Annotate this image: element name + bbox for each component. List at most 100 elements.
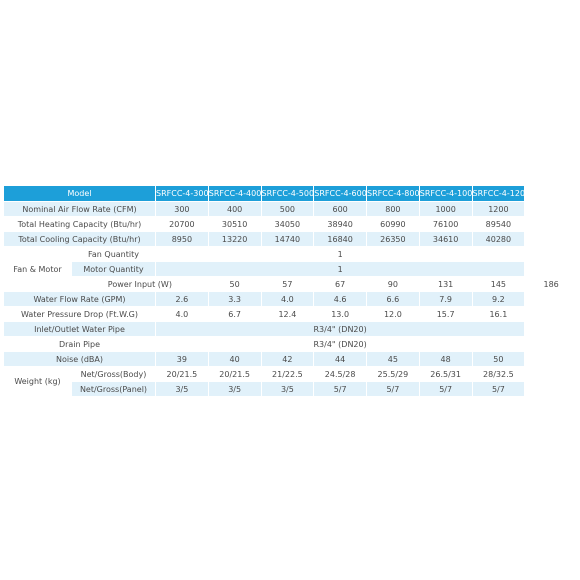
cell-value: 24.5/28 bbox=[313, 366, 367, 382]
row-label: Total Cooling Capacity (Btu/hr) bbox=[3, 231, 156, 247]
cell-value: 44 bbox=[313, 351, 367, 367]
row-label: Weight (kg) bbox=[3, 366, 72, 397]
row-label: 1 bbox=[154, 261, 526, 277]
table-row: Water Flow Rate (GPM) 2.6 3.3 4.0 4.6 6.6 7.9 9… bbox=[3, 291, 578, 307]
cell-value: 3/5 bbox=[155, 381, 209, 397]
cell-value: 5/7 bbox=[471, 381, 526, 397]
cell-value: 90 bbox=[366, 276, 420, 292]
cell-value: 30510 bbox=[207, 216, 262, 232]
model-header: SRFCC-4-1200 bbox=[471, 185, 526, 202]
cell-value: 76100 bbox=[418, 216, 473, 232]
cell-value: 5/7 bbox=[418, 381, 473, 397]
cell-value: 50 bbox=[471, 351, 526, 367]
cell-value: 42 bbox=[260, 351, 315, 367]
row-label: 1 bbox=[154, 246, 526, 262]
row-label: Net/Gross(Body) bbox=[71, 366, 156, 382]
cell-value: 21/22.5 bbox=[260, 366, 315, 382]
cell-value: 60990 bbox=[366, 216, 420, 232]
cell-value: 12.4 bbox=[260, 306, 315, 322]
cell-value: 3/5 bbox=[260, 381, 315, 397]
cell-value: 300 bbox=[155, 201, 209, 217]
row-label: Water Flow Rate (GPM) bbox=[3, 291, 156, 307]
model-header: SRFCC-4-400 bbox=[207, 185, 262, 202]
table-row: Weight (kg) Net/Gross(Body) 20/21.5 20/21.5… bbox=[3, 366, 578, 397]
row-label: Noise (dBA) bbox=[3, 351, 156, 367]
cell-value: 800 bbox=[366, 201, 420, 217]
row-label: Nominal Air Flow Rate (CFM) bbox=[3, 201, 156, 217]
cell-value: 50 bbox=[207, 276, 262, 292]
cell-value: 186 bbox=[524, 276, 578, 292]
cell-value: 34610 bbox=[418, 231, 473, 247]
cell-value: 400 bbox=[207, 201, 262, 217]
cell-value: 2.6 bbox=[155, 291, 209, 307]
row-label: R3/4" (DN20) bbox=[154, 336, 526, 352]
cell-value: 145 bbox=[471, 276, 526, 292]
row-label: Net/Gross(Panel) bbox=[71, 381, 156, 397]
cell-value: 8950 bbox=[155, 231, 209, 247]
row-label: Fan Quantity bbox=[71, 246, 156, 262]
row-label: Water Pressure Drop (Ft.W.G) bbox=[3, 306, 156, 322]
cell-value: 34050 bbox=[260, 216, 315, 232]
cell-value: 16.1 bbox=[471, 306, 526, 322]
cell-value: 3.3 bbox=[207, 291, 262, 307]
table-row: Noise (dBA) 39 40 42 44 45 48 50 bbox=[3, 351, 578, 367]
row-label: Total Heating Capacity (Btu/hr) bbox=[3, 216, 156, 232]
table-row: Total Cooling Capacity (Btu/hr) 8950 13220… bbox=[3, 231, 578, 247]
model-header: SRFCC-4-500 bbox=[260, 185, 315, 202]
cell-value: 13.0 bbox=[313, 306, 367, 322]
cell-value: 40 bbox=[207, 351, 262, 367]
cell-value: 89540 bbox=[471, 216, 526, 232]
cell-value: 40280 bbox=[471, 231, 526, 247]
cell-value: 4.0 bbox=[260, 291, 315, 307]
cell-value: 38940 bbox=[313, 216, 367, 232]
cell-value: 67 bbox=[313, 276, 367, 292]
cell-value: 9.2 bbox=[471, 291, 526, 307]
cell-value: 1000 bbox=[418, 201, 473, 217]
cell-value: 45 bbox=[366, 351, 420, 367]
cell-value: 1200 bbox=[471, 201, 526, 217]
cell-value: 48 bbox=[418, 351, 473, 367]
cell-value: 13220 bbox=[207, 231, 262, 247]
cell-value: 28/32.5 bbox=[471, 366, 526, 382]
cell-value: 15.7 bbox=[418, 306, 473, 322]
model-header: SRFCC-4-1000 bbox=[418, 185, 473, 202]
cell-value: 500 bbox=[260, 201, 315, 217]
table-row: Drain Pipe R3/4" (DN20) bbox=[3, 336, 578, 352]
cell-value: 57 bbox=[260, 276, 315, 292]
row-label: Fan & Motor bbox=[3, 246, 72, 292]
cell-value: 4.6 bbox=[313, 291, 367, 307]
row-label: Power Input (W) bbox=[71, 276, 209, 292]
cell-value: 3/5 bbox=[207, 381, 262, 397]
cell-value: 5/7 bbox=[366, 381, 420, 397]
cell-value: 20/21.5 bbox=[207, 366, 262, 382]
table-row: Total Heating Capacity (Btu/hr) 20700 3051… bbox=[3, 216, 578, 232]
cell-value: 16840 bbox=[313, 231, 367, 247]
row-label: Inlet/Outlet Water Pipe bbox=[3, 321, 156, 337]
cell-value: 131 bbox=[418, 276, 473, 292]
cell-value: 5/7 bbox=[313, 381, 367, 397]
cell-value: 6.7 bbox=[207, 306, 262, 322]
spec-table: Model SRFCC-4-300 SRFCC-4-400 SRFCC-4-500 SR… bbox=[3, 185, 578, 397]
cell-value: 600 bbox=[313, 201, 367, 217]
cell-value: 39 bbox=[155, 351, 209, 367]
row-label: R3/4" (DN20) bbox=[154, 321, 526, 337]
table-row: Water Pressure Drop (Ft.W.G) 4.0 6.7 12.4 13… bbox=[3, 306, 578, 322]
table-row: Fan & Motor Fan Quantity 1 bbox=[3, 246, 578, 292]
model-label: Model bbox=[3, 185, 156, 202]
table-row: Power Input (W) 50 57 67 90 131 145 186 bbox=[4, 276, 578, 292]
model-header: SRFCC-4-800 bbox=[366, 185, 420, 202]
cell-value: 20700 bbox=[155, 216, 209, 232]
row-label: Drain Pipe bbox=[3, 336, 156, 352]
cell-value: 26350 bbox=[366, 231, 420, 247]
header-row: Model SRFCC-4-300 SRFCC-4-400 SRFCC-4-500 SR… bbox=[3, 185, 578, 202]
cell-value: 12.0 bbox=[366, 306, 420, 322]
table-row: Nominal Air Flow Rate (CFM) 300 400 500 600 8… bbox=[3, 201, 578, 217]
row-label: Motor Quantity bbox=[71, 261, 156, 277]
cell-value: 20/21.5 bbox=[155, 366, 209, 382]
cell-value: 14740 bbox=[260, 231, 315, 247]
model-header: SRFCC-4-300 bbox=[155, 185, 209, 202]
model-header: SRFCC-4-600 bbox=[313, 185, 367, 202]
table-row: Net/Gross(Panel) 3/5 3/5 3/5 5/7 5/7 5/7 5/7 bbox=[4, 381, 578, 397]
cell-value: 25.5/29 bbox=[366, 366, 420, 382]
cell-value: 7.9 bbox=[418, 291, 473, 307]
